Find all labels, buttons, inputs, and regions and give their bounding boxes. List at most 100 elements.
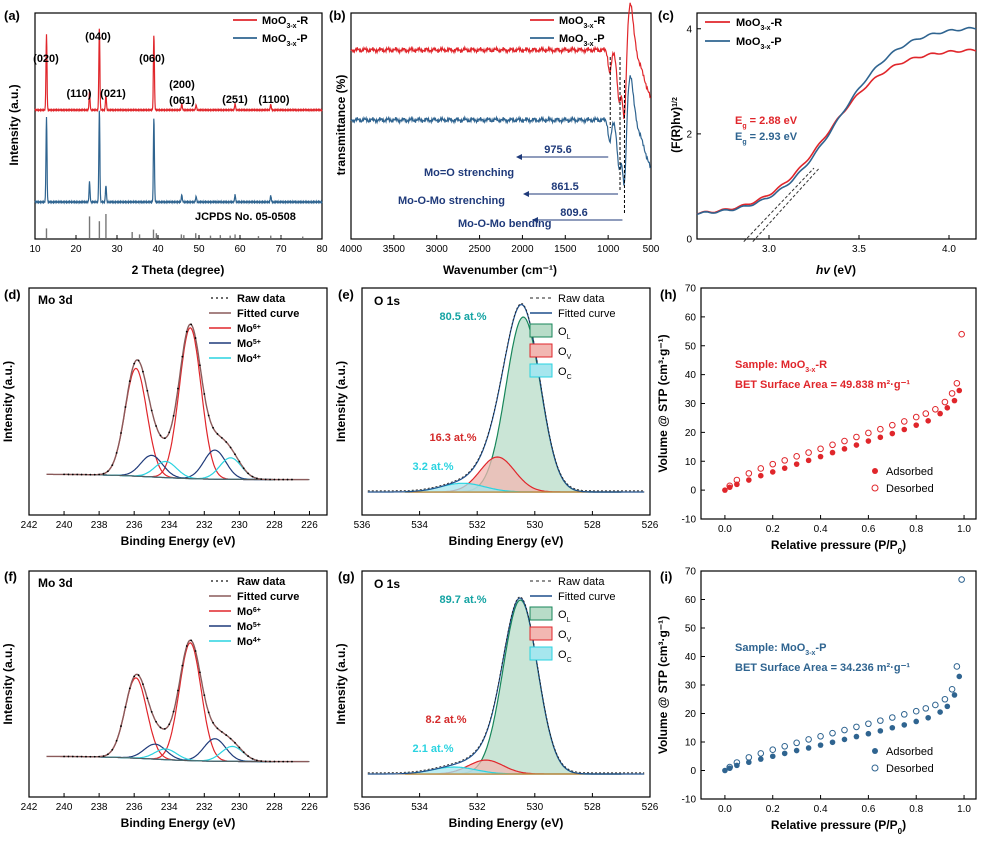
f-legend-fit: Fitted curve — [237, 591, 299, 603]
h-desorbed-point — [853, 433, 860, 441]
c-xtick-label: 4.0 — [942, 244, 956, 255]
d-raw-point — [106, 470, 109, 473]
a-peak-label: (1100) — [258, 94, 290, 106]
h-adsorbed-point — [805, 457, 812, 464]
c-tangent — [743, 167, 815, 242]
d-raw-point — [269, 478, 271, 481]
d-raw-point — [98, 473, 101, 476]
d-xtick-label: 240 — [56, 520, 73, 531]
f-xtick-label: 238 — [91, 802, 108, 813]
a-panel: 10 20 30 40 50 60 70 80 JCPDS No. 05-0508 (020) (1… — [29, 12, 328, 255]
g-legend-fit: Fitted curve — [558, 591, 615, 603]
b-band-value: 809.6 — [560, 207, 588, 219]
f-raw-point — [238, 746, 241, 749]
f-panel: 242 240 238 236 234 232 230 228 226 Mo 3d Raw data… — [21, 570, 328, 813]
h-desorbed-point — [733, 476, 741, 484]
h-ytick-label: 20 — [685, 428, 697, 439]
i-adsorbed-point — [925, 714, 931, 721]
h-adsorbed-point — [829, 449, 836, 456]
b-xtick-label: 1000 — [597, 244, 620, 255]
h-adsorbed-point — [901, 426, 908, 433]
c-eg-R: Eg = 2.88 eV — [735, 115, 798, 130]
d-raw-point — [63, 473, 65, 476]
d-xtick-label: 242 — [21, 520, 38, 531]
f-title: Mo 3d — [38, 576, 73, 590]
h-adsorbed-point — [956, 387, 963, 394]
a-peak-label: (061) — [169, 95, 195, 107]
g-legend-swatch — [529, 646, 553, 661]
d-raw-point — [229, 446, 232, 449]
f-raw-point — [159, 726, 162, 729]
h-adsorbed-point — [817, 453, 824, 460]
d-raw-point — [93, 473, 96, 476]
d-raw-point — [225, 441, 228, 443]
g-legend-raw: Raw data — [558, 576, 605, 588]
d-ylabel: Intensity (a.u.) — [1, 361, 15, 442]
i-xtick-label: 0.6 — [861, 804, 875, 815]
a-xtick-label: 10 — [29, 244, 41, 255]
d-legend-raw-marker — [216, 297, 218, 299]
h-adsorbed-point — [781, 465, 788, 471]
h-adsorbed-point — [722, 487, 728, 493]
h-adsorbed-point — [889, 430, 896, 437]
a-legend-R: MoO3-x-R — [262, 15, 308, 30]
f-raw-point — [194, 650, 197, 652]
h-ytick-label: 70 — [685, 284, 697, 295]
f-component-Mo5+ — [90, 738, 274, 763]
c-xtick-label: 3.0 — [762, 244, 776, 255]
h-adsorbed-point — [841, 446, 848, 452]
f-raw-point — [220, 731, 223, 733]
i-adsorbed-point — [793, 747, 800, 754]
c-xtick-label: 3.5 — [852, 244, 866, 255]
h-ytick-label: 30 — [685, 399, 697, 410]
i-adsorbed-point — [805, 745, 812, 751]
d-raw-point — [115, 452, 118, 454]
d-raw-point — [260, 478, 263, 481]
b-band-arrowhead — [523, 191, 529, 197]
i-adsorbed-point — [951, 692, 958, 698]
h-adsorbed-point — [746, 477, 752, 483]
c-eg-P: Eg = 2.93 eV — [735, 131, 798, 146]
h-desorbed-point — [726, 482, 733, 490]
h-desorbed-point — [829, 441, 836, 449]
f-legend-Mo4+: Mo4+ — [237, 636, 261, 648]
d-raw-point — [255, 477, 258, 480]
b-xlabel: Wavenumber (cm⁻¹) — [443, 263, 557, 277]
h-desorbed-point — [793, 453, 800, 460]
i-ylabel: Volume @ STP (cm³·g⁻¹) — [656, 616, 670, 754]
i-adsorbed-point — [865, 730, 872, 737]
a-xtick-label: 40 — [152, 244, 164, 255]
i-desorbed-point — [912, 707, 920, 715]
h-desorbed-point — [941, 398, 949, 406]
f-raw-point — [242, 751, 245, 754]
c-series-P — [696, 26, 977, 216]
h-xtick-label: 0.2 — [766, 524, 780, 535]
f-raw-point — [85, 755, 87, 758]
b-xtick-label: 3500 — [383, 244, 406, 255]
h-desorbed-point — [841, 437, 848, 445]
b-band-value: 975.6 — [544, 144, 572, 156]
i-legend-des-marker — [871, 764, 879, 772]
a-series-R — [34, 28, 323, 113]
panel-g-label: (g) — [338, 569, 355, 584]
f-raw-point — [111, 748, 114, 751]
e-fitted — [367, 303, 645, 493]
g-xtick-label: 530 — [526, 802, 543, 813]
f-raw-point — [203, 694, 206, 697]
i-adsorbed-point — [746, 759, 752, 766]
f-ylabel: Intensity (a.u.) — [1, 643, 15, 724]
g-xtick-label: 526 — [642, 802, 659, 813]
d-raw-point — [181, 355, 184, 358]
i-desorbed-point — [922, 705, 930, 712]
g-percent-OL: 89.7 at.% — [439, 594, 486, 606]
d-raw-point — [247, 472, 250, 475]
d-raw-point — [291, 478, 293, 481]
a-xtick-label: 30 — [111, 244, 123, 255]
i-legend-adsorbed: Adsorbed — [886, 746, 933, 758]
g-legend-swatch — [529, 626, 553, 641]
i-desorbed-point — [829, 729, 836, 737]
i-desorbed-point — [953, 663, 961, 670]
i-ytick-label: 30 — [685, 681, 697, 692]
d-xlabel: Binding Energy (eV) — [121, 534, 236, 548]
i-legend-desorbed: Desorbed — [886, 763, 934, 775]
